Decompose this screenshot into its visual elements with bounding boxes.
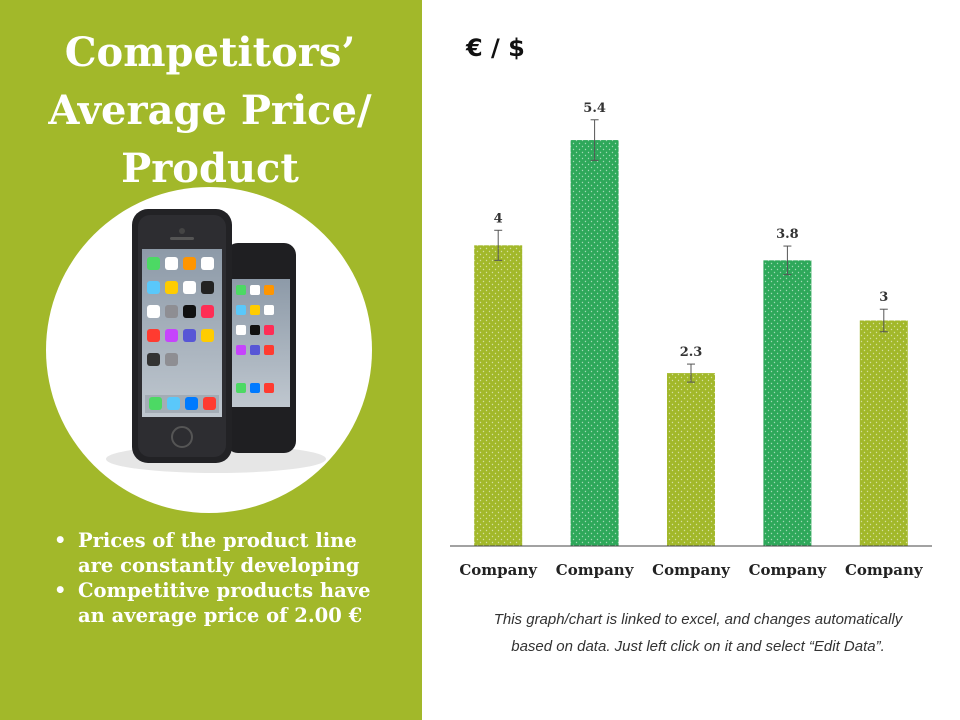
title-line: Competitors’ [64, 29, 356, 76]
error-bar [879, 308, 888, 333]
bar-texture [859, 320, 908, 546]
error-bar [687, 363, 695, 383]
category-label: Company [652, 561, 731, 579]
smartphone-image [46, 187, 372, 513]
bar-texture [474, 245, 523, 546]
bullet-item: Prices of the product line are constantl… [54, 528, 394, 578]
slide-title: Competitors’ Average Price/ Product [20, 24, 400, 198]
error-bar [783, 245, 792, 276]
category-label: Company [459, 561, 538, 579]
bar-chart: 4 Company 5.4 Company 2.3 Company 3.8 Company 3 C… [450, 101, 932, 579]
title-line: Product [121, 145, 299, 192]
data-label: 5.4 [583, 101, 606, 116]
data-label: 4 [494, 211, 503, 226]
bullet-item: Competitive products have an average pri… [54, 578, 394, 628]
chart-note: This graph/chart is linked to excel, and… [440, 606, 956, 660]
data-label: 2.3 [680, 345, 703, 360]
category-label: Company [845, 561, 924, 579]
chart-unit-label: € / $ [466, 34, 525, 62]
error-bar [590, 119, 599, 161]
error-bar [494, 229, 503, 261]
category-label: Company [556, 561, 635, 579]
data-label: 3 [879, 290, 888, 305]
category-label: Company [749, 561, 828, 579]
title-line: Average Price/ [48, 87, 372, 134]
bar-texture [667, 373, 715, 546]
note-line: This graph/chart is linked to excel, and… [493, 611, 903, 628]
bar-texture [570, 140, 619, 546]
bar-texture [763, 260, 812, 546]
data-label: 3.8 [776, 227, 799, 242]
left-panel: Competitors’ Average Price/ Product [0, 0, 422, 720]
smartphone-illustration [106, 209, 326, 473]
note-line: based on data. Just left click on it and… [511, 638, 885, 655]
bullet-list: Prices of the product line are constantl… [54, 528, 394, 628]
